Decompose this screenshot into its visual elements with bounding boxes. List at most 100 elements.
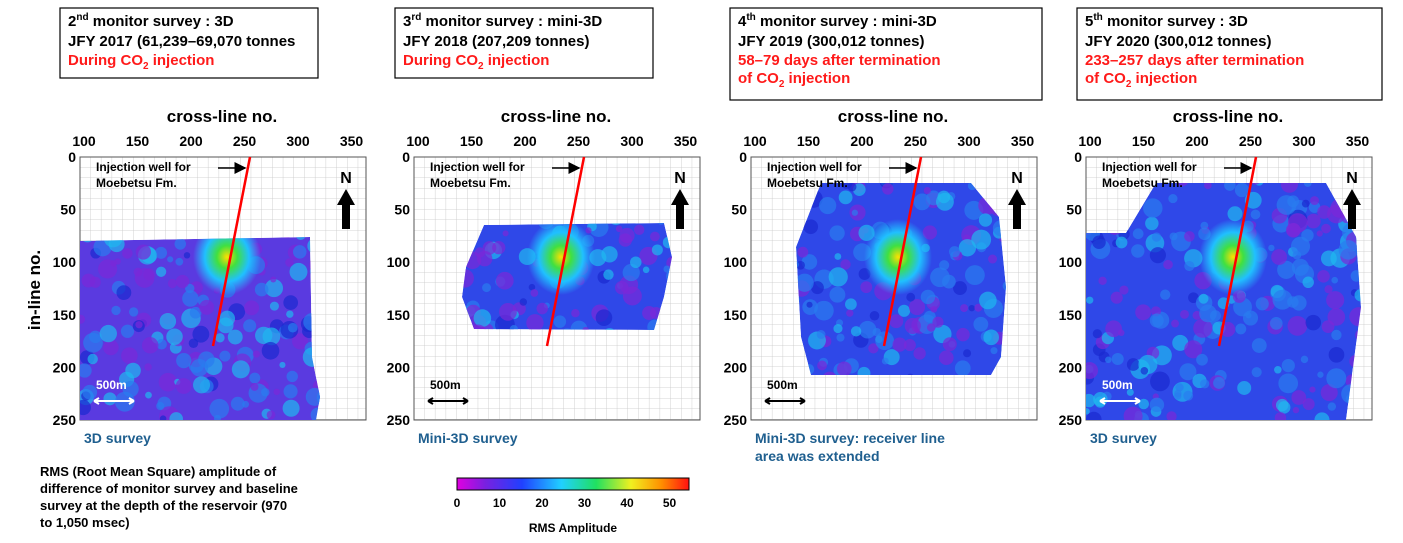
heatmap-blob [913,193,931,211]
subscript: 2 [478,61,484,72]
scale-label: 500m [96,378,127,392]
heatmap-blob [1268,244,1275,252]
heatmap-blob [159,312,177,330]
y-tick-label: 0 [1074,149,1082,165]
title-sup: rd [411,12,421,23]
heatmap-blob [1184,231,1195,242]
status-text: injection [149,52,215,69]
heatmap-blob [1242,310,1259,326]
heatmap-blob [585,227,592,234]
panel-status: During CO2 injection [403,52,549,72]
heatmap-blob [834,253,842,260]
heatmap-blob [282,399,300,417]
heatmap-blob [971,229,992,250]
heatmap-blob [889,314,904,329]
y-tick-label: 150 [53,307,77,323]
heatmap-blob [1314,412,1330,420]
heatmap-blob [192,325,210,343]
colorbar-tick-label: 40 [620,496,634,510]
panel-status: of CO2 injection [1085,70,1197,90]
injection-well [1217,156,1258,347]
title-box [1076,7,1383,101]
y-tick-label: 250 [53,412,77,428]
y-tick-label: 0 [402,149,410,165]
heatmap-blob [156,401,165,411]
heatmap-blob [1092,235,1106,250]
panel-title: 2nd monitor survey : 3D [68,12,234,30]
heatmap-blob [1132,228,1144,240]
heatmap-blob [1291,390,1307,405]
heatmap-blob [190,359,209,377]
heatmap [1086,183,1361,420]
heatmap-blob [519,298,528,306]
heatmap-blob [1331,276,1339,284]
heatmap-blob [255,326,273,345]
colorbar-tick-label: 0 [454,496,461,510]
heatmap-blob [1213,377,1225,389]
heatmap-blob [1278,373,1299,394]
colorbar-tick-label: 20 [535,496,549,510]
heatmap-blob [1321,223,1331,234]
heatmap-blob [1086,393,1096,408]
heatmap-blob [83,332,103,353]
heatmap-blob [1281,358,1295,373]
x-tick-label: 200 [513,133,537,149]
heatmap-blob [286,310,294,318]
heatmap-blob [819,196,837,215]
x-tick-label: 250 [567,133,591,149]
y-tick-label: 200 [724,359,748,375]
heatmap-blob [1131,244,1145,258]
north-arrow [671,189,689,229]
heatmap-blob [810,281,824,295]
panel-volume: JFY 2017 (61,239–69,070 tonnes [68,33,295,50]
heatmap-blob [111,305,121,316]
status-text: 58–79 days after termination [738,52,941,69]
heatmap-blob [1171,319,1180,328]
heatmap-blob [80,314,86,324]
y-tick-label: 50 [394,202,410,218]
heatmap-blob [261,341,280,360]
heatmap-blob [80,399,91,416]
heatmap-blob [252,350,261,358]
heatmap-blob [666,256,672,271]
heatmap-blob [231,360,250,379]
x-tick-label: 200 [1185,133,1209,149]
heatmap-blob [528,283,536,291]
heatmap-blob [103,392,117,406]
heatmap-blob [1119,285,1129,295]
panel-title: 3rd monitor survey : mini-3D [403,12,602,30]
heatmap-blob [182,290,199,307]
heatmap-blob [1300,355,1309,364]
heatmap-blob [1269,317,1283,330]
well-label: Moebetsu Fm. [767,176,848,190]
caption: Mini-3D survey [418,430,518,446]
heatmap-blob [1138,398,1149,410]
heatmap-blob [1317,371,1324,378]
heatmap-blob [155,266,167,277]
heatmap-blob [502,230,509,237]
heatmap-blob [923,186,931,195]
heatmap-blob [1317,270,1330,283]
x-tick-label: 100 [1078,133,1102,149]
heatmap-blob [1317,205,1331,219]
heatmap [80,237,320,420]
heatmap-blob [1200,221,1209,230]
heatmap-blob [953,281,967,296]
heatmap-blob [260,387,270,397]
heatmap-blob [619,227,635,244]
heatmap-blob [185,283,195,294]
colorbar-tick-label: 10 [493,496,507,510]
y-tick-label: 150 [724,307,748,323]
heatmap-blob [630,256,642,269]
heatmap-blob [285,258,294,267]
x-tick-label: 350 [1011,133,1035,149]
heatmap-blob [1309,386,1316,393]
heatmap-blob [120,324,135,338]
heatmap-blob [553,315,567,328]
heatmap-blob [833,323,843,334]
heatmap-blob [1338,240,1359,260]
heatmap-blob [122,248,133,259]
heatmap-blob [116,285,132,301]
y-tick-label: 50 [60,202,76,218]
heatmap-blob [250,382,259,391]
